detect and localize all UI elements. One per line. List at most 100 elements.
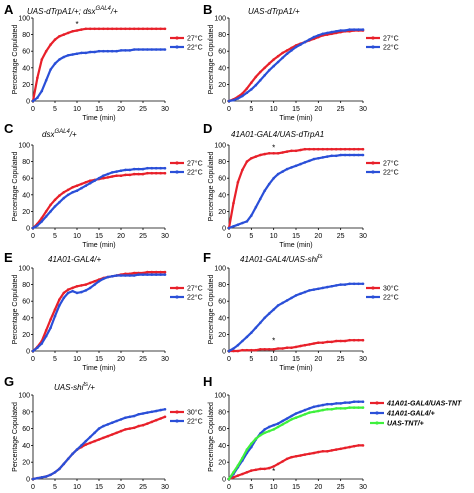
data-point (312, 342, 316, 345)
panel-title: 41A01-GAL4/+ (48, 255, 101, 264)
data-point (163, 171, 167, 175)
data-point (53, 38, 57, 41)
legend-swatch-marker (371, 161, 375, 165)
data-point (97, 280, 101, 283)
legend-swatch-marker (371, 170, 375, 174)
y-tick-label: 0 (222, 477, 226, 484)
x-tick-label: 15 (95, 356, 103, 363)
panel-label: E (4, 250, 13, 265)
data-point (245, 471, 249, 474)
data-point (88, 281, 92, 285)
data-point (141, 48, 145, 51)
data-point (272, 465, 276, 468)
data-point (334, 154, 338, 158)
data-point (250, 331, 253, 335)
data-point (93, 280, 96, 283)
data-point (53, 62, 57, 65)
data-point (236, 474, 240, 477)
data-point (49, 68, 52, 71)
x-tick-label: 5 (249, 106, 253, 113)
x-tick-label: 5 (249, 356, 253, 363)
data-point (348, 338, 351, 342)
data-point (276, 425, 280, 429)
data-point (49, 318, 52, 321)
data-point (348, 445, 351, 449)
panel-a: A UAS-dTrpA1/+; dsxGAL4/+ 0 20 40 60 80 100 0 5 10… (4, 2, 203, 122)
data-point (236, 97, 240, 100)
data-point (102, 174, 105, 177)
x-tick-label: 30 (359, 356, 367, 363)
data-point (321, 403, 325, 407)
data-point (75, 184, 79, 187)
data-point (66, 188, 70, 192)
data-point (150, 27, 154, 31)
x-tick-label: 15 (292, 356, 300, 363)
data-point (71, 191, 74, 194)
data-point (232, 347, 235, 350)
data-point (281, 51, 284, 55)
data-point (343, 339, 347, 343)
y-tick-label: 40 (218, 315, 226, 322)
data-point (44, 79, 48, 82)
data-point (357, 28, 360, 31)
legend-swatch-marker (375, 421, 379, 425)
data-point (128, 168, 132, 172)
data-point (241, 92, 244, 95)
data-point (299, 148, 302, 152)
data-point (308, 407, 311, 410)
y-tick-label: 100 (18, 16, 30, 23)
y-tick-label: 100 (18, 143, 30, 150)
y-axis-label: Percentage Copulated (12, 25, 19, 95)
data-point (106, 275, 110, 279)
data-point (119, 174, 123, 177)
data-point (241, 339, 244, 343)
data-point (352, 338, 356, 342)
data-point (146, 27, 149, 31)
data-point (285, 457, 289, 461)
data-point (110, 49, 114, 53)
significance-star: * (272, 467, 275, 476)
legend-label: 22°C (383, 44, 399, 52)
data-point (339, 447, 343, 451)
x-axis-label: Time (min) (82, 115, 115, 122)
x-tick-label: 5 (53, 233, 57, 240)
data-point (272, 308, 276, 311)
data-point (352, 147, 356, 151)
data-point (361, 338, 365, 342)
data-point (303, 343, 307, 347)
data-point (71, 286, 74, 290)
data-point (159, 27, 162, 31)
series-line-1 (32, 408, 166, 481)
data-point (312, 35, 316, 39)
data-point (31, 99, 35, 103)
data-point (88, 286, 92, 290)
data-point (308, 343, 311, 346)
data-point (276, 54, 280, 58)
legend-label: 27°C (187, 285, 203, 293)
y-tick-label: 40 (22, 315, 30, 322)
data-point (312, 405, 316, 409)
panel-title: UAS-shits/+ (54, 382, 95, 392)
y-tick-label: 80 (218, 32, 226, 39)
data-point (80, 444, 83, 447)
data-point (254, 155, 258, 158)
data-point (259, 321, 262, 325)
data-point (84, 439, 88, 443)
legend-swatch-marker (175, 295, 179, 299)
data-point (115, 49, 118, 53)
x-tick-label: 15 (95, 233, 103, 240)
x-tick-label: 30 (161, 233, 169, 240)
data-point (124, 49, 127, 52)
significance-star: * (272, 144, 275, 153)
data-point (303, 408, 307, 412)
data-point (163, 166, 167, 170)
data-point (36, 476, 39, 480)
data-point (339, 283, 343, 286)
data-point (308, 147, 311, 151)
legend-label: 22°C (383, 294, 399, 302)
legend-swatch-marker (175, 161, 179, 165)
data-point (317, 287, 320, 291)
data-point (348, 153, 351, 157)
data-point (102, 436, 105, 440)
data-point (343, 407, 347, 410)
